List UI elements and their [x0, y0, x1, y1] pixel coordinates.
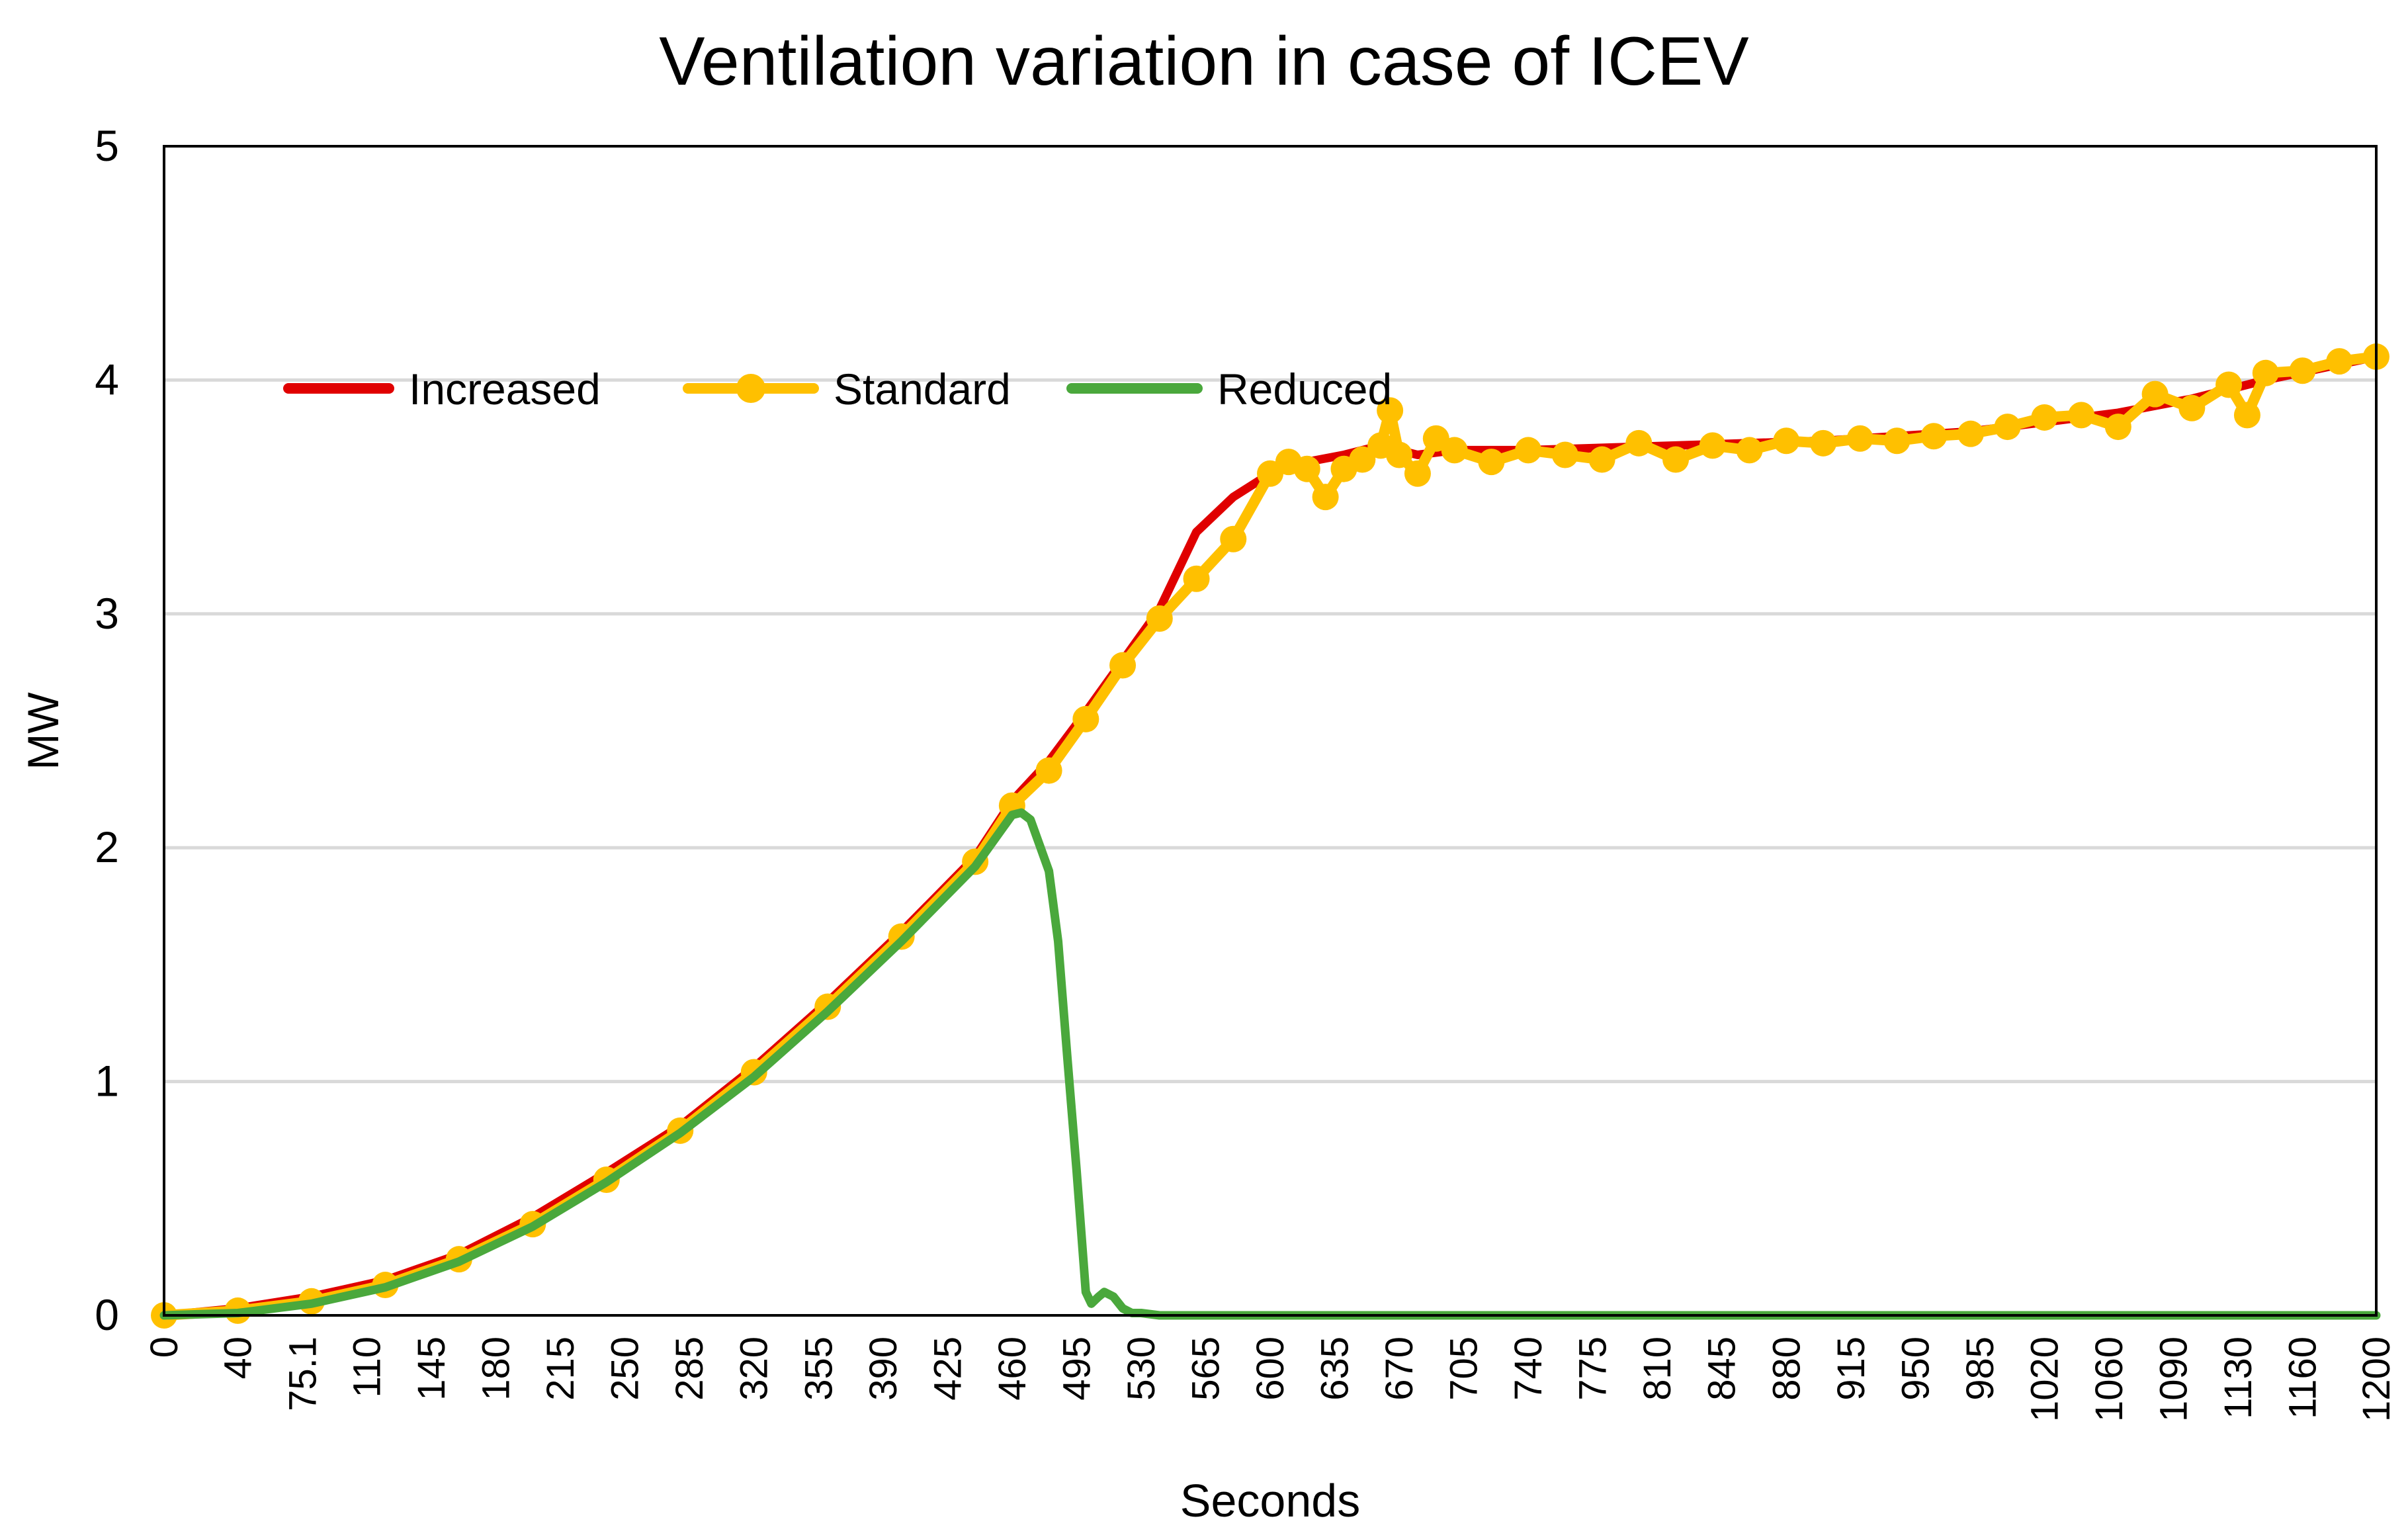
- x-tick-label: 1130: [2217, 1337, 2260, 1419]
- data-point: [1349, 446, 1376, 473]
- x-tick-label: 635: [1314, 1337, 1357, 1401]
- x-tick-label: 810: [1636, 1337, 1679, 1401]
- y-tick-label: 5: [95, 121, 119, 170]
- y-tick-label: 0: [95, 1290, 119, 1339]
- data-point: [1478, 449, 1505, 476]
- series-layer: [151, 343, 2389, 1329]
- data-point: [2031, 404, 2058, 431]
- data-point: [1699, 432, 1726, 459]
- y-tick-label: 3: [95, 589, 119, 638]
- x-tick-label: 250: [604, 1337, 647, 1401]
- x-tick-label: 705: [1443, 1337, 1486, 1401]
- data-point: [1515, 437, 1542, 464]
- x-tick-label: 880: [1765, 1337, 1808, 1401]
- data-point: [2141, 380, 2169, 408]
- x-tick-label: 75.1: [281, 1337, 324, 1411]
- data-point: [1920, 423, 1948, 450]
- x-tick-label: 320: [733, 1337, 776, 1401]
- data-point: [1846, 425, 1873, 452]
- data-point: [2252, 359, 2279, 386]
- y-axis-label: MW: [19, 692, 67, 770]
- x-tick-label: 285: [668, 1337, 711, 1401]
- data-point: [1146, 605, 1173, 632]
- data-point: [1994, 414, 2021, 441]
- x-tick-label: 145: [410, 1337, 453, 1401]
- x-tick-label: 1160: [2282, 1337, 2325, 1419]
- legend-marker: [736, 374, 765, 403]
- x-tick-label: 740: [1507, 1337, 1550, 1401]
- data-point: [1312, 484, 1339, 511]
- data-point: [1441, 437, 1468, 464]
- data-point: [1404, 460, 1431, 487]
- data-point: [1810, 429, 1836, 457]
- data-point: [1183, 565, 1210, 592]
- data-point: [2215, 371, 2243, 398]
- data-point: [1551, 441, 1578, 468]
- x-tick-label: 530: [1120, 1337, 1163, 1401]
- legend-label: Increased: [409, 365, 601, 414]
- data-point: [1109, 652, 1137, 679]
- x-tick-label: 180: [475, 1337, 518, 1401]
- data-point: [1588, 446, 1615, 473]
- x-tick-label: 1060: [2088, 1337, 2131, 1422]
- x-tick-label: 460: [991, 1337, 1034, 1401]
- legend-label: Standard: [834, 365, 1011, 414]
- data-point: [1035, 757, 1062, 784]
- x-tick-label: 1020: [2023, 1337, 2066, 1422]
- data-point: [1883, 427, 1911, 455]
- data-point: [2104, 414, 2131, 441]
- x-tick-label: 845: [1701, 1337, 1744, 1401]
- legend-item-reduced: Reduced: [1066, 365, 1392, 414]
- data-point: [1957, 420, 1984, 447]
- x-tick-label: 40: [216, 1337, 259, 1380]
- legend-label: Reduced: [1217, 365, 1392, 414]
- y-tick-label: 4: [95, 355, 119, 404]
- x-tick-label: 495: [1055, 1337, 1098, 1401]
- data-point: [2233, 402, 2260, 429]
- data-point: [1293, 455, 1320, 482]
- x-tick-label: 1200: [2355, 1337, 2398, 1422]
- data-point: [2178, 394, 2206, 421]
- legend: Increased Standard Reduced: [283, 365, 1392, 414]
- x-axis-label: Seconds: [1180, 1475, 1360, 1526]
- x-tick-label: 775: [1572, 1337, 1615, 1401]
- x-tick-label: 565: [1184, 1337, 1227, 1401]
- plot-area-frame: [163, 145, 2378, 1317]
- x-tick-label: 110: [346, 1337, 389, 1397]
- x-tick-label: 915: [1830, 1337, 1873, 1401]
- x-tick-label: 950: [1894, 1337, 1937, 1401]
- data-point: [2326, 348, 2353, 375]
- y-axis-ticks: 0 1 2 3 4 5: [95, 121, 119, 1339]
- data-point: [2068, 402, 2095, 429]
- x-tick-label: 600: [1249, 1337, 1292, 1401]
- data-point: [1773, 427, 1800, 455]
- data-point: [2289, 357, 2316, 384]
- x-tick-label: 355: [797, 1337, 840, 1401]
- x-tick-label: 985: [1959, 1337, 2002, 1401]
- legend-item-standard: Standard: [683, 365, 1011, 414]
- data-point: [1220, 525, 1247, 552]
- data-point: [1625, 429, 1653, 457]
- x-tick-label: 670: [1378, 1337, 1421, 1401]
- x-tick-label: 425: [926, 1337, 969, 1401]
- legend-item-increased: Increased: [283, 365, 601, 414]
- data-point: [1662, 446, 1690, 473]
- x-axis-ticks: 0 40 75.1 110 145 180 215 250 285 320 355 390 425 460…: [143, 1337, 2398, 1422]
- x-tick-label: 0: [143, 1337, 186, 1358]
- gridlines: [164, 378, 2376, 1084]
- data-point: [1386, 441, 1413, 468]
- data-point: [1377, 397, 1404, 424]
- x-tick-label: 390: [862, 1337, 905, 1401]
- y-tick-label: 1: [95, 1057, 119, 1106]
- x-tick-label: 215: [539, 1337, 582, 1401]
- y-tick-label: 2: [95, 822, 119, 871]
- data-point: [1736, 437, 1763, 464]
- data-point: [1072, 705, 1099, 732]
- chart-title: Ventilation variation in case of ICEV: [659, 23, 1749, 100]
- x-tick-label: 1090: [2152, 1337, 2195, 1422]
